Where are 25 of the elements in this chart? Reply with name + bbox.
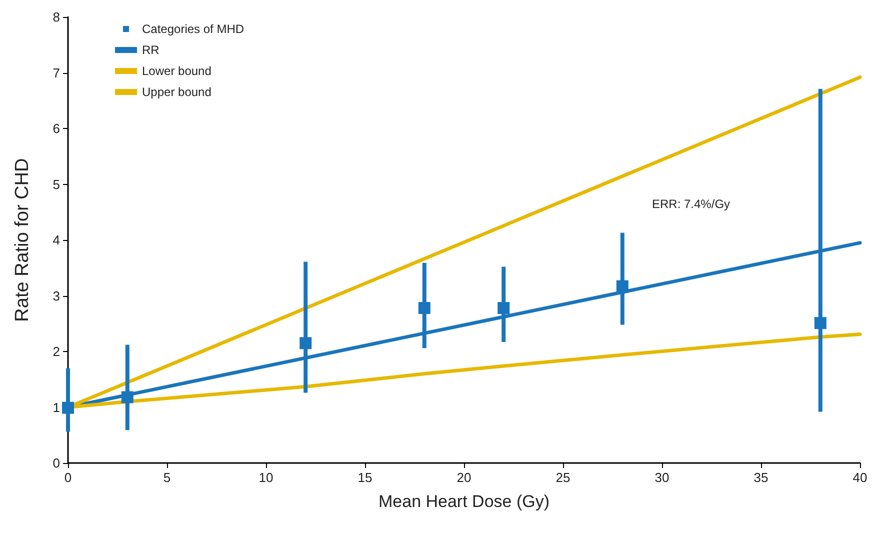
y-tick-label: 0 — [52, 456, 60, 470]
y-axis-title: Rate Ratio for CHD — [12, 158, 33, 322]
annotation: ERR: 7.4%/Gy — [652, 197, 730, 211]
x-axis-title: Mean Heart Dose (Gy) — [378, 492, 550, 511]
legend-label: Lower bound — [142, 64, 212, 78]
x-tick-label: 10 — [258, 470, 274, 485]
x-tick-label: 35 — [754, 470, 768, 485]
x-tick-label: 0 — [64, 470, 72, 485]
y-tick-label: 3 — [52, 288, 60, 304]
y-tick-label: 8 — [52, 10, 60, 24]
y-tick-label: 2 — [52, 344, 60, 359]
x-tick-label: 20 — [456, 470, 472, 485]
x-tick-label: 15 — [358, 470, 372, 485]
x-tick-label: 40 — [852, 470, 868, 485]
y-tick-label: 1 — [52, 400, 60, 415]
y-tick-label: 4 — [52, 232, 60, 248]
x-tick-label: 5 — [163, 470, 171, 485]
y-tick-label: 5 — [52, 176, 60, 192]
y-tick-label: 7 — [52, 65, 60, 80]
legend-label: Upper bound — [142, 85, 212, 99]
legend-label: RR — [142, 43, 160, 57]
legend-label: Categories of MHD — [142, 22, 244, 36]
y-tick-label: 6 — [52, 121, 60, 136]
x-tick-label: 25 — [556, 470, 570, 485]
x-tick-label: 30 — [654, 470, 670, 485]
